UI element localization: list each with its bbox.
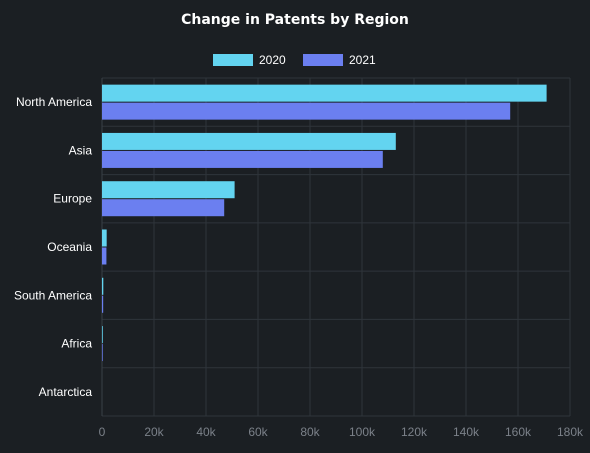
bar-south-america-2021 <box>102 295 104 313</box>
bar-oceania-2021 <box>102 247 107 265</box>
chart-title: Change in Patents by Region <box>181 12 409 28</box>
bar-north-america-2021 <box>102 102 511 120</box>
x-tick-label: 80k <box>300 425 320 439</box>
grid-lines <box>101 77 571 417</box>
x-tick-label: 20k <box>144 425 164 439</box>
chart-legend: 2020 2021 <box>213 53 376 67</box>
category-label-north-america: North America <box>16 95 92 109</box>
legend-label-2021[interactable]: 2021 <box>349 53 376 67</box>
bar-europe-2020 <box>102 181 235 199</box>
legend-swatch-2021[interactable] <box>303 54 343 66</box>
bar-oceania-2020 <box>102 229 107 247</box>
x-tick-label: 100k <box>349 425 376 439</box>
bar-marks <box>102 84 547 362</box>
category-label-oceania: Oceania <box>47 240 92 254</box>
x-tick-label: 160k <box>505 425 532 439</box>
bar-north-america-2020 <box>102 84 547 102</box>
bar-asia-2020 <box>102 132 396 150</box>
legend-swatch-2020[interactable] <box>213 54 253 66</box>
x-tick-label: 120k <box>401 425 428 439</box>
category-label-africa: Africa <box>61 337 92 351</box>
category-labels: North America Asia Europe Oceania South Amer… <box>14 95 92 399</box>
x-tick-label: 140k <box>453 425 480 439</box>
bar-africa-2020 <box>102 326 103 344</box>
legend-label-2020[interactable]: 2020 <box>259 53 286 67</box>
x-tick-label: 180k <box>557 425 584 439</box>
category-label-asia: Asia <box>69 143 93 157</box>
category-label-antarctica: Antarctica <box>39 385 93 399</box>
x-tick-label: 40k <box>196 425 216 439</box>
category-label-europe: Europe <box>53 192 92 206</box>
bar-asia-2021 <box>102 150 383 168</box>
bar-europe-2021 <box>102 199 225 217</box>
x-axis-ticks: 0 20k 40k 60k 80k 100k 120k 140k 160k 180k <box>99 425 584 439</box>
x-tick-label: 0 <box>99 425 106 439</box>
bar-south-america-2020 <box>102 277 104 295</box>
bar-africa-2021 <box>102 344 103 362</box>
x-tick-label: 60k <box>248 425 268 439</box>
category-label-south-america: South America <box>14 288 92 302</box>
